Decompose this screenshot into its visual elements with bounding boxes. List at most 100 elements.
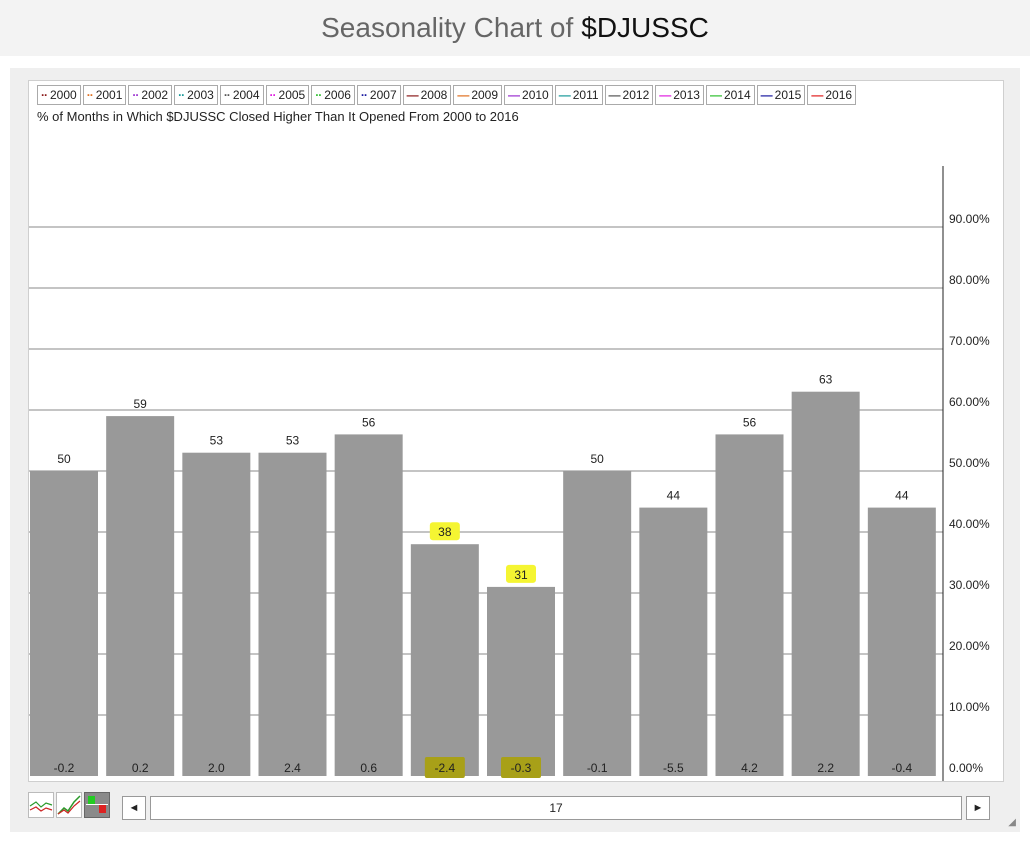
legend-label: 2002 xyxy=(141,88,169,102)
avg-change-label: 4.2 xyxy=(741,761,758,775)
legend-swatch: ·· xyxy=(132,88,139,102)
avg-change-label: 2.4 xyxy=(284,761,301,775)
legend-item-2010[interactable]: —2010 xyxy=(504,85,553,105)
bottom-toolbar: ◄ 17 ► xyxy=(28,792,1002,820)
resize-grip-icon[interactable]: ◢ xyxy=(1008,817,1016,828)
bar-value-label: 56 xyxy=(743,415,757,429)
highlight-mark xyxy=(501,757,541,778)
legend-swatch: ·· xyxy=(178,88,185,102)
legend-label: 2016 xyxy=(825,88,853,102)
bar-mar xyxy=(182,452,251,776)
bar-jan xyxy=(30,471,98,776)
legend-label: 2007 xyxy=(369,88,397,102)
bar-jul xyxy=(487,586,555,776)
legend-label: 2013 xyxy=(673,88,700,102)
legend-label: 2011 xyxy=(572,88,599,102)
legend-item-2016[interactable]: —2016 xyxy=(807,85,857,105)
legend-label: 2009 xyxy=(471,88,499,102)
legend-item-2005[interactable]: ·· 2005 xyxy=(265,85,310,105)
legend-label: 2003 xyxy=(187,88,214,102)
bar-aug xyxy=(563,471,632,776)
legend-label: 2008 xyxy=(420,88,448,102)
legend-swatch: — xyxy=(558,88,571,102)
legend-swatch: ·· xyxy=(41,88,48,102)
avg-change-label: -0.1 xyxy=(587,761,608,775)
legend-item-2009[interactable]: —2009 xyxy=(453,85,503,105)
scroll-right-button[interactable]: ► xyxy=(966,796,990,820)
scroll-left-button[interactable]: ◄ xyxy=(122,796,146,820)
highlight-mark xyxy=(424,757,465,778)
bar-apr xyxy=(258,452,327,776)
bar-may xyxy=(334,434,403,776)
legend-item-2011[interactable]: —2011 xyxy=(554,85,603,105)
scroll-value: 17 xyxy=(549,801,563,815)
legend-swatch: — xyxy=(811,88,823,102)
legend-item-2004[interactable]: ·· 2004 xyxy=(219,85,264,105)
page-title: Seasonality Chart of xyxy=(321,12,574,43)
bar-value-label: 38 xyxy=(438,525,452,539)
legend-swatch: ·· xyxy=(315,88,322,102)
bar-jun xyxy=(410,544,479,776)
legend-swatch: — xyxy=(406,88,419,102)
legend-label: 2006 xyxy=(324,88,351,102)
avg-change-label: 2.2 xyxy=(817,761,834,775)
legend-item-2013[interactable]: —2013 xyxy=(655,85,704,105)
legend: ·· 2000 ·· 2001 ·· 2002 ·· 2003 ·· 2004 ·· 2005 ·· 20… xyxy=(37,85,857,107)
seasonality-bar-icon[interactable] xyxy=(84,792,110,818)
legend-item-2003[interactable]: ·· 2003 xyxy=(174,85,218,105)
avg-change-label: 0.2 xyxy=(132,761,149,775)
chart-area: ·· 2000 ·· 2001 ·· 2002 ·· 2003 ·· 2004 ·· 2005 ·· 20… xyxy=(28,80,1004,782)
line-chart-icon[interactable] xyxy=(28,792,54,818)
y-tick-label: 40.00% xyxy=(949,517,990,531)
legend-item-2006[interactable]: ·· 2006 xyxy=(311,85,355,105)
scroll-track[interactable]: 17 xyxy=(150,796,962,820)
bar-value-label: 53 xyxy=(210,434,224,448)
avg-change-label: -5.5 xyxy=(663,761,684,775)
avg-change-label: -0.2 xyxy=(54,761,75,775)
bar-value-label: 50 xyxy=(590,452,604,466)
legend-swatch: ·· xyxy=(269,88,277,102)
bar-value-label: 31 xyxy=(514,568,528,582)
legend-item-2008[interactable]: —2008 xyxy=(402,85,452,105)
legend-swatch: — xyxy=(709,88,722,102)
legend-label: 2000 xyxy=(50,88,77,102)
legend-label: 2010 xyxy=(522,88,549,102)
legend-item-2000[interactable]: ·· 2000 xyxy=(37,85,81,105)
bar-value-label: 53 xyxy=(286,434,300,448)
highlight-mark xyxy=(506,564,536,583)
legend-swatch: — xyxy=(457,88,469,102)
y-tick-label: 10.00% xyxy=(949,700,990,714)
avg-change-label: 0.6 xyxy=(360,761,377,775)
bar-dec xyxy=(867,507,936,776)
legend-swatch: — xyxy=(508,88,520,102)
legend-label: 2015 xyxy=(774,88,802,102)
page-header: Seasonality Chart of $DJUSSC xyxy=(0,0,1030,56)
legend-item-2012[interactable]: —2012 xyxy=(604,85,654,105)
legend-swatch: — xyxy=(659,88,671,102)
legend-item-2002[interactable]: ·· 2002 xyxy=(128,85,173,105)
bar-feb xyxy=(106,416,175,776)
y-tick-label: 60.00% xyxy=(949,395,990,409)
legend-item-2014[interactable]: —2014 xyxy=(705,85,755,105)
bar-value-label: 63 xyxy=(819,373,833,387)
legend-item-2001[interactable]: ·· 2001 xyxy=(82,85,127,105)
legend-item-2007[interactable]: ·· 2007 xyxy=(356,85,401,105)
legend-label: 2012 xyxy=(622,88,650,102)
bar-sep xyxy=(639,507,708,776)
legend-swatch: — xyxy=(608,88,621,102)
bar-value-label: 56 xyxy=(362,415,376,429)
avg-change-label: -0.3 xyxy=(511,761,532,775)
highlight-mark xyxy=(429,522,460,541)
y-tick-label: 30.00% xyxy=(949,578,990,592)
symbol-label: $DJUSSC xyxy=(581,12,709,43)
legend-item-2015[interactable]: —2015 xyxy=(756,85,806,105)
legend-swatch: ·· xyxy=(86,88,94,102)
chart-panel: ·· 2000 ·· 2001 ·· 2002 ·· 2003 ·· 2004 ·· 2005 ·· 20… xyxy=(10,68,1020,832)
legend-swatch: ·· xyxy=(223,88,231,102)
trend-chart-icon[interactable] xyxy=(56,792,82,818)
y-tick-label: 90.00% xyxy=(949,212,990,226)
avg-change-label: -0.4 xyxy=(891,761,912,775)
y-tick-label: 0.00% xyxy=(949,761,983,775)
bar-value-label: 44 xyxy=(895,489,909,503)
avg-change-label: 2.0 xyxy=(208,761,225,775)
